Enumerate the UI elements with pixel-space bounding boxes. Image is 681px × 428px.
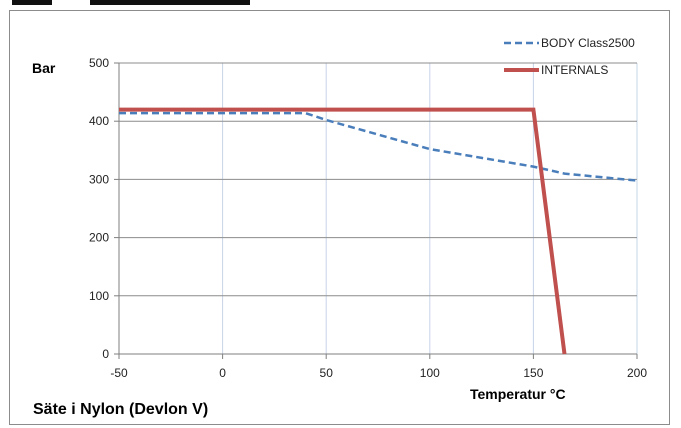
x-tick-label: 50 bbox=[320, 366, 334, 380]
chart-frame bbox=[9, 10, 670, 425]
series-line-body bbox=[119, 111, 638, 182]
series-line-internals bbox=[119, 107, 567, 355]
cropped-title-remnant-2 bbox=[90, 0, 250, 5]
y-tick-label: 300 bbox=[89, 172, 109, 186]
chart-caption: Säte i Nylon (Devlon V) bbox=[33, 401, 208, 418]
x-tick-label: 100 bbox=[420, 366, 440, 380]
y-tick-label: 400 bbox=[89, 114, 109, 128]
y-axis-label: Bar bbox=[32, 60, 56, 76]
y-tick-label: 500 bbox=[89, 56, 109, 70]
y-tick-label: 100 bbox=[89, 289, 109, 303]
series bbox=[119, 107, 638, 355]
legend-label-body: BODY Class2500 bbox=[541, 36, 635, 50]
x-tick-label: 150 bbox=[523, 366, 543, 380]
y-tick-label: 200 bbox=[89, 231, 109, 245]
x-tick-label: -50 bbox=[110, 366, 128, 380]
x-tick-label: 200 bbox=[627, 366, 647, 380]
cropped-title-remnant bbox=[12, 0, 52, 5]
x-axis-label: Temperatur °C bbox=[470, 386, 566, 402]
legend-label-internals: INTERNALS bbox=[541, 63, 608, 77]
legend: BODY Class2500 INTERNALS bbox=[504, 36, 635, 77]
y-tick-label: 0 bbox=[102, 347, 109, 361]
x-tick-label: 0 bbox=[219, 366, 226, 380]
